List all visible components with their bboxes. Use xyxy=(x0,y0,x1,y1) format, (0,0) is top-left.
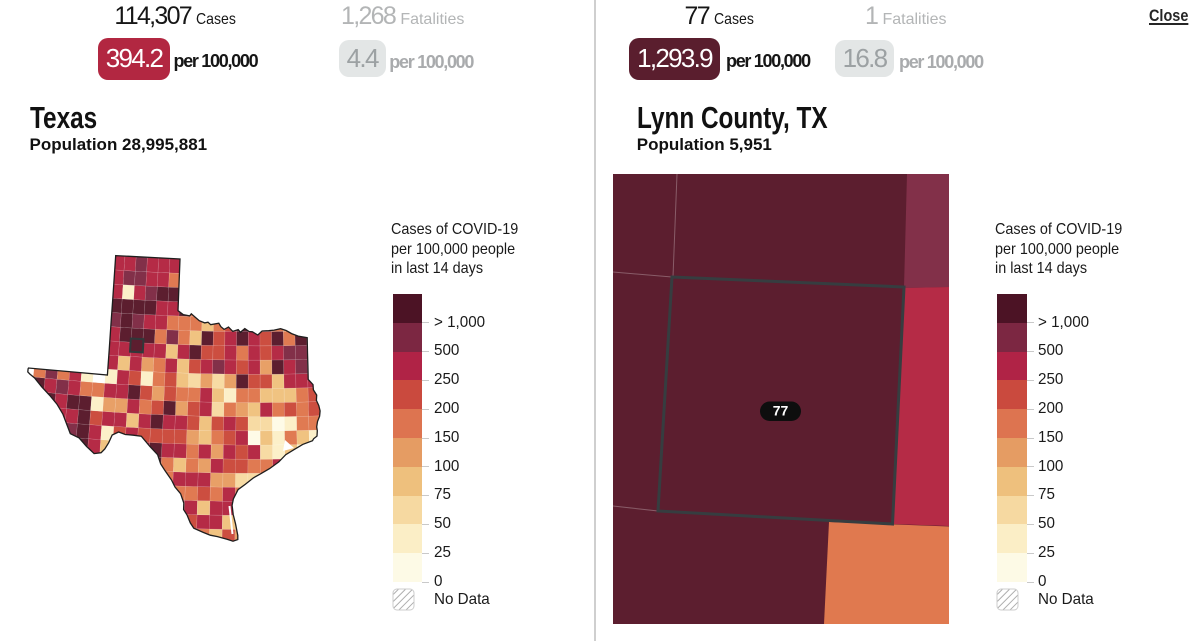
svg-text:77: 77 xyxy=(773,403,789,419)
